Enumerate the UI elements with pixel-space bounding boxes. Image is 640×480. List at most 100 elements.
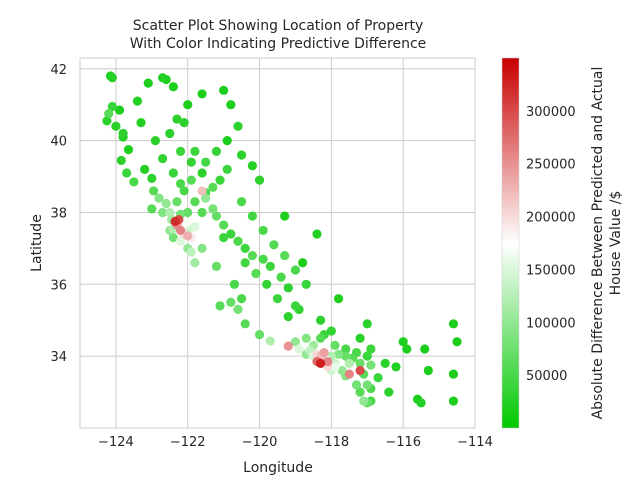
data-point: [175, 236, 186, 246]
data-point: [272, 294, 283, 304]
data-point: [355, 387, 365, 397]
data-point: [236, 150, 247, 160]
data-point: [341, 351, 351, 361]
data-point: [179, 118, 189, 128]
data-point: [181, 218, 191, 228]
data-point: [147, 204, 157, 214]
data-point: [240, 258, 250, 268]
data-point: [183, 231, 193, 241]
data-point: [290, 337, 301, 347]
data-point: [236, 197, 247, 207]
data-point: [175, 225, 186, 236]
data-point: [452, 337, 462, 347]
colorbar-tick-label: 250000: [526, 158, 576, 173]
data-point: [240, 319, 250, 329]
data-point: [186, 175, 196, 185]
data-point: [211, 261, 222, 271]
x-axis-title: Longitude: [243, 460, 313, 476]
colorbar-tick-label: 150000: [526, 263, 576, 278]
data-point: [114, 105, 125, 115]
y-tick-label: 40: [50, 135, 67, 150]
data-point: [330, 362, 340, 372]
data-point: [326, 326, 336, 336]
data-point: [315, 333, 326, 343]
data-point: [362, 351, 372, 361]
data-point: [240, 243, 250, 253]
plot-frame: [79, 57, 476, 429]
data-point: [319, 347, 329, 358]
data-point: [290, 301, 301, 311]
data-point: [123, 145, 134, 155]
y-tick-label: 36: [50, 278, 67, 293]
data-point: [154, 193, 164, 203]
data-point: [107, 73, 117, 83]
data-point: [283, 341, 293, 351]
data-point: [190, 197, 200, 207]
data-point: [102, 116, 112, 126]
data-point: [226, 297, 236, 307]
data-point: [170, 216, 180, 227]
data-point: [276, 272, 286, 282]
data-point: [157, 153, 168, 164]
data-point: [448, 319, 459, 329]
data-point: [290, 265, 301, 275]
data-point: [254, 175, 265, 185]
data-point: [226, 229, 236, 239]
y-axis-title: Latitude: [29, 214, 45, 272]
data-point: [136, 118, 146, 128]
data-point: [118, 128, 128, 139]
data-point: [157, 207, 168, 218]
x-axis-ticks: −124 −122 −120 −118 −116 −114: [98, 435, 493, 450]
data-point: [122, 168, 132, 178]
data-point: [380, 358, 390, 368]
data-point: [168, 168, 178, 178]
data-point: [301, 279, 311, 289]
colorbar-tick-label: 50000: [526, 369, 567, 384]
chart-title-line-2: With Color Indicating Predictive Differe…: [130, 36, 427, 52]
data-point: [247, 250, 257, 261]
data-point: [168, 82, 178, 92]
data-point: [143, 78, 153, 88]
data-point: [168, 233, 178, 243]
data-point: [219, 220, 229, 230]
y-tick-label: 34: [50, 350, 67, 365]
data-point: [129, 177, 139, 187]
y-axis-ticks: 34 36 38 40 42: [50, 63, 67, 365]
data-point: [384, 387, 394, 397]
data-point: [197, 89, 207, 99]
data-point: [337, 365, 347, 376]
data-point: [236, 294, 247, 304]
data-point: [280, 211, 290, 221]
data-point: [147, 173, 157, 183]
data-point: [222, 136, 232, 146]
data-point: [280, 250, 290, 261]
grid: [80, 58, 476, 428]
x-tick-label: −114: [457, 435, 493, 450]
data-point: [132, 96, 143, 106]
data-point: [344, 358, 354, 368]
data-point: [294, 344, 304, 354]
data-point: [186, 157, 196, 167]
data-point: [183, 100, 193, 110]
data-point: [355, 333, 365, 343]
data-point: [215, 175, 225, 185]
data-point: [258, 225, 268, 236]
data-point: [197, 168, 207, 178]
data-point: [333, 349, 344, 359]
data-point: [190, 146, 200, 156]
data-point: [165, 128, 175, 139]
data-point: [107, 101, 117, 112]
x-tick-label: −118: [314, 435, 350, 450]
x-tick-label: −120: [242, 435, 278, 450]
data-point: [402, 344, 412, 354]
x-tick-label: −124: [98, 435, 134, 450]
data-point: [448, 369, 459, 379]
data-point: [333, 294, 344, 304]
data-point: [219, 233, 229, 243]
data-point: [341, 344, 351, 354]
chart-title-line-1: Scatter Plot Showing Location of Propert…: [133, 18, 424, 34]
data-point: [398, 337, 408, 347]
data-point: [391, 362, 401, 372]
data-point: [226, 100, 236, 110]
